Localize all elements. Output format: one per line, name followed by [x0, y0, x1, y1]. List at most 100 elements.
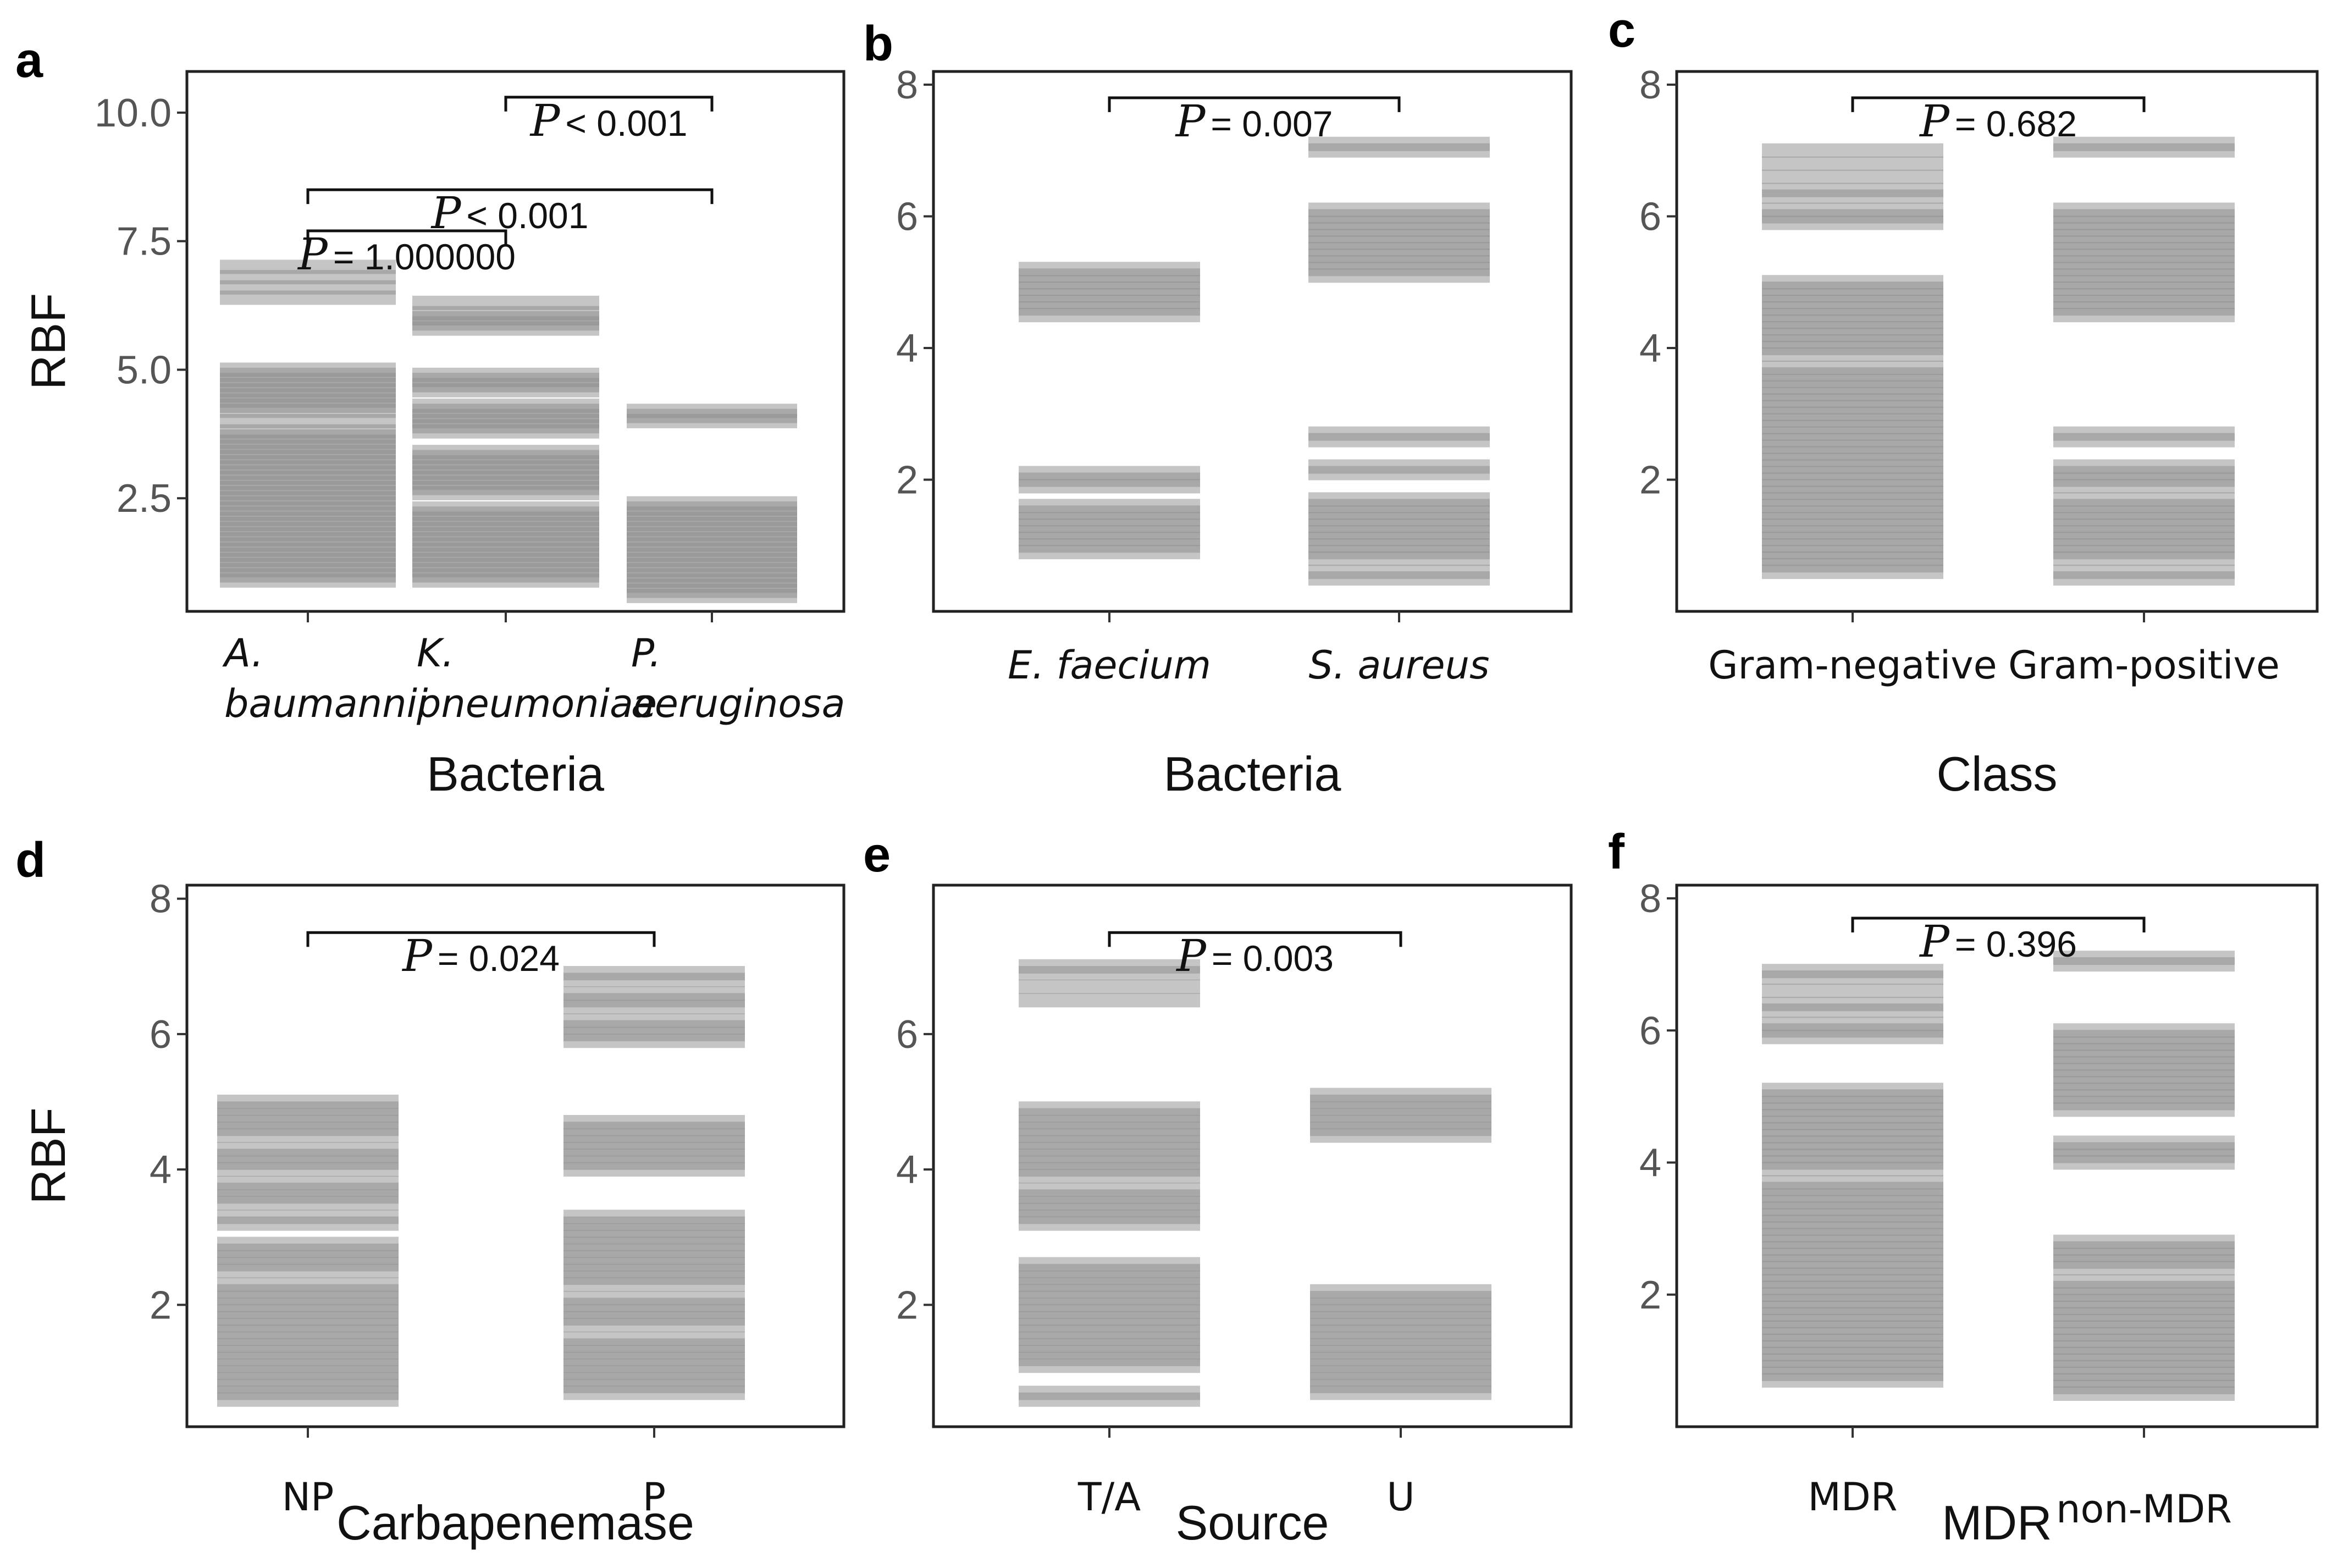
- y-tick-label: 2: [1639, 1273, 1661, 1317]
- panel-label-c: c: [1608, 3, 1635, 58]
- data-point: [1019, 1257, 1200, 1272]
- y-tick-label: 10.0: [95, 91, 172, 135]
- data-point: [1762, 1017, 1943, 1031]
- data-point: [220, 260, 396, 274]
- data-point: [1019, 993, 1200, 1008]
- data-point: [1308, 565, 1490, 579]
- data-point: [2053, 1274, 2235, 1289]
- strip-1: [2053, 136, 2235, 586]
- strip-1: [1308, 136, 1490, 586]
- p-value-text: = 0.003: [1212, 938, 1334, 979]
- y-tick-label: 4: [896, 327, 918, 371]
- data-point: [2053, 1234, 2235, 1249]
- x-tick-label: aeruginosa: [631, 681, 846, 726]
- data-point: [217, 1095, 399, 1109]
- significance-bracket: [504, 96, 714, 112]
- x-tick-label: baumannii: [224, 681, 428, 726]
- significance-bracket: [306, 188, 714, 205]
- data-point: [217, 1277, 399, 1292]
- data-point: [412, 501, 599, 516]
- data-point: [1308, 459, 1490, 474]
- p-value-text: = 0.682: [1955, 103, 2077, 144]
- data-point: [1762, 997, 1943, 1012]
- data-point: [1762, 964, 1943, 979]
- y-tick-label: 2: [896, 458, 918, 502]
- significance-bracket: [1108, 96, 1401, 112]
- data-point: [563, 1013, 745, 1028]
- significance-bracket: [306, 229, 507, 245]
- y-tick-label: 7.5: [117, 220, 172, 264]
- plot-frame: [185, 884, 846, 1428]
- y-axis-title: RBF: [21, 1108, 75, 1205]
- x-axis-title: Bacteria: [427, 747, 604, 801]
- data-point: [627, 404, 797, 418]
- panel-label-f: f: [1608, 825, 1625, 880]
- plot-frame: [932, 70, 1573, 613]
- data-point: [627, 496, 797, 511]
- data-point: [1019, 262, 1200, 277]
- y-tick-label: 6: [150, 1013, 172, 1057]
- data-point: [1762, 202, 1943, 217]
- data-point: [1308, 202, 1490, 217]
- strip-1: [563, 966, 745, 1400]
- p-value-label: P = 1.000000: [297, 229, 516, 280]
- x-axis-title: Carbapenemase: [336, 1495, 694, 1550]
- panel-label-e: e: [863, 827, 891, 882]
- data-point: [1762, 984, 1943, 998]
- panel-a: a 2.5 5.0 7.5 10.0 RBF A. baumannii K. pneumoniae…: [15, 33, 846, 801]
- p-symbol: P: [297, 229, 328, 280]
- data-point: [563, 986, 745, 1001]
- x-tick-label: MDR: [1808, 1475, 1898, 1520]
- plot-frame: [932, 884, 1573, 1428]
- data-point: [2053, 459, 2235, 474]
- data-point: [1019, 959, 1200, 974]
- p-symbol: P: [401, 930, 433, 981]
- data-point: [1019, 1385, 1200, 1400]
- data-point: [1019, 979, 1200, 994]
- x-axis-title: Source: [1176, 1495, 1329, 1550]
- strip-1: [412, 295, 599, 588]
- data-point: [217, 1142, 399, 1157]
- p-value-text: < 0.001: [466, 195, 588, 236]
- data-point: [1310, 1284, 1491, 1299]
- data-point: [2053, 492, 2235, 507]
- data-point: [2053, 136, 2235, 151]
- data-point: [1019, 1101, 1200, 1116]
- p-value-text: = 0.007: [1211, 103, 1333, 144]
- x-tick-label: NP: [282, 1475, 334, 1520]
- y-tick-label: 2: [1639, 458, 1661, 502]
- x-tick-label: non-MDR: [2056, 1487, 2232, 1532]
- x-axis-title: MDR: [1942, 1495, 2052, 1550]
- p-value-label: P = 0.007: [1175, 96, 1333, 147]
- data-point: [1762, 275, 1943, 290]
- data-point: [1762, 1175, 1943, 1190]
- y-tick-label: 8: [1639, 877, 1661, 921]
- x-tick-label: Gram-negative: [1708, 643, 1997, 688]
- x-tick-label: E. faecium: [1008, 643, 1211, 688]
- strip-1: [1310, 1087, 1491, 1400]
- x-axis-title: Class: [1936, 747, 2057, 801]
- data-point: [1762, 156, 1943, 171]
- y-tick-label: 4: [1639, 1141, 1661, 1185]
- data-point: [1308, 136, 1490, 151]
- panel-b: b 2 4 6 8 E. faecium S. aureus Bacteria P = 0.007: [863, 16, 1573, 801]
- panel-label-d: d: [15, 833, 46, 888]
- p-value-label: P = 0.024: [401, 930, 560, 981]
- y-tick-label: 2: [150, 1283, 172, 1327]
- x-tick-label: T/A: [1077, 1475, 1141, 1520]
- strip-0: [217, 1095, 399, 1407]
- y-tick-label: 4: [896, 1148, 918, 1192]
- strip-0: [1019, 262, 1200, 560]
- plot-frame: [185, 70, 846, 613]
- significance-bracket: [1108, 931, 1402, 947]
- data-point: [563, 1114, 745, 1129]
- x-tick-label: K.: [417, 631, 454, 676]
- x-tick-label: S. aureus: [1309, 643, 1490, 688]
- data-point: [1019, 499, 1200, 514]
- panel-c: c 2 4 6 8 Gram-negative Gram-positive Class P = 0…: [1608, 3, 2319, 801]
- p-value-label: P = 0.396: [1919, 916, 2077, 967]
- strip-1: [2053, 951, 2235, 1401]
- data-point: [1308, 426, 1490, 441]
